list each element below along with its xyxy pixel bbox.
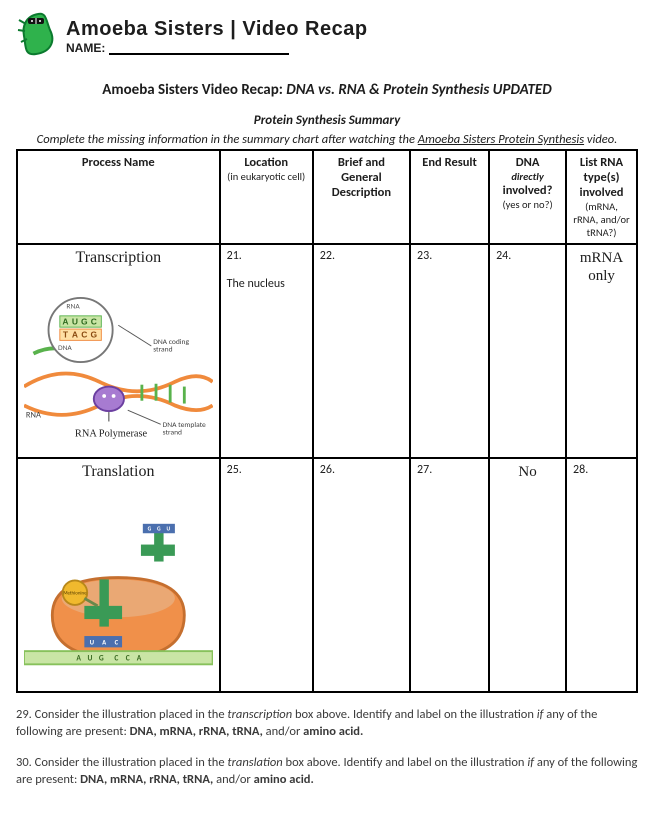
svg-text:A: A [102,639,106,647]
cell-28[interactable]: 28. [566,458,637,692]
svg-text:Methionine: Methionine [63,591,87,597]
brand-title: Amoeba Sisters | Video Recap [66,18,638,41]
svg-text:C: C [81,330,87,340]
svg-text:RNA: RNA [66,302,80,311]
cell-27[interactable]: 27. [410,458,489,692]
translation-illustration: AUG CCA UAC Methionine [24,487,213,687]
col-end-result: End Result [410,150,489,244]
svg-text:U: U [90,639,94,647]
svg-text:U: U [88,655,93,664]
svg-text:strand: strand [163,429,182,438]
amoeba-logo [16,10,60,63]
table-header-row: Process Name Location (in eukaryotic cel… [17,150,637,244]
section-subtitle: Protein Synthesis Summary [16,113,638,128]
svg-text:RNA: RNA [26,411,41,421]
instruction-text: Complete the missing information in the … [16,132,638,147]
page-header: Amoeba Sisters | Video Recap NAME: [16,10,638,63]
cell-dna-translation: No [489,458,566,692]
svg-text:C: C [126,655,130,664]
svg-text:RNA Polymerase: RNA Polymerase [75,429,148,440]
col-dna-involved: DNA directly involved? (yes or no?) [489,150,566,244]
question-29: 29. Consider the illustration placed in … [16,707,638,741]
cell-25[interactable]: 25. [220,458,313,692]
cell-23[interactable]: 23. [410,244,489,458]
cell-21[interactable]: 21. The nucleus [220,244,313,458]
cell-22[interactable]: 22. [313,244,410,458]
svg-text:strand: strand [153,346,172,355]
svg-text:A: A [62,316,68,326]
cell-26[interactable]: 26. [313,458,410,692]
svg-text:U: U [72,316,78,326]
svg-text:G: G [99,655,104,664]
col-description: Brief and General Description [313,150,410,244]
row-translation: Translation AUG CCA [17,458,637,692]
svg-text:G: G [148,525,152,532]
row-transcription: Transcription AUGC [17,244,637,458]
svg-text:T: T [63,330,69,340]
question-30: 30. Consider the illustration placed in … [16,755,638,789]
svg-text:G: G [90,330,97,340]
cell-process-transcription: Transcription AUGC [17,244,220,458]
svg-text:C: C [91,316,97,326]
summary-table: Process Name Location (in eukaryotic cel… [16,149,638,693]
svg-text:G: G [81,316,88,326]
name-blank-line[interactable] [109,53,289,55]
cell-24[interactable]: 24. [489,244,566,458]
svg-text:C: C [114,655,118,664]
col-process: Process Name [17,150,220,244]
svg-text:U: U [166,525,170,532]
svg-text:A: A [76,655,81,664]
svg-text:A: A [72,330,78,340]
col-location: Location (in eukaryotic cell) [220,150,313,244]
transcription-illustration: AUGC TACG RNA DNA DNA coding strand DNA … [24,273,213,453]
svg-text:C: C [115,639,119,647]
svg-text:DNA: DNA [58,344,72,353]
cell-rna-transcription: mRNA only [566,244,637,458]
recap-title: Amoeba Sisters Video Recap: DNA vs. RNA … [16,81,638,99]
name-field-label: NAME: [66,41,638,55]
col-rna-types: List RNA type(s) involved (mRNA, rRNA, a… [566,150,637,244]
svg-text:A: A [137,655,142,664]
svg-text:G: G [157,525,161,532]
cell-process-translation: Translation AUG CCA [17,458,220,692]
